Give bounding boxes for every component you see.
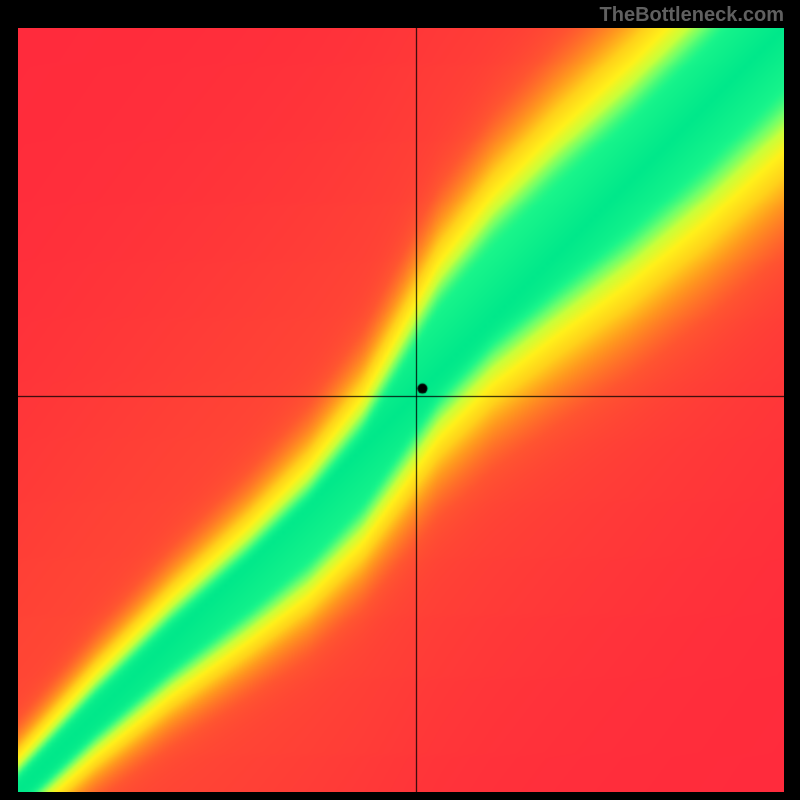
- plot-area: [18, 28, 784, 792]
- figure-frame: TheBottleneck.com: [0, 0, 800, 800]
- watermark-text: TheBottleneck.com: [600, 4, 784, 27]
- heatmap-canvas: [18, 28, 784, 792]
